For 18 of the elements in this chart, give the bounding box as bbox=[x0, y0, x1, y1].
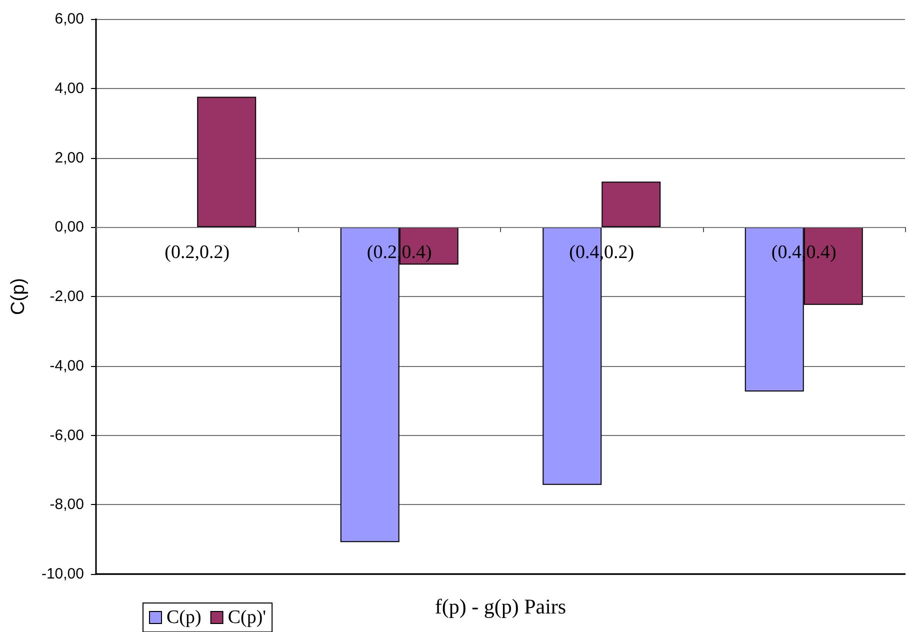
legend-label: C(p) bbox=[166, 607, 202, 628]
x-tick-label: (0.4,0.4) bbox=[771, 242, 836, 264]
y-tick-label: -10,00 bbox=[41, 566, 84, 582]
x-tick-label: (0.2,0.2) bbox=[164, 242, 230, 264]
x-tick-label: (0.2,0.4) bbox=[366, 242, 432, 264]
y-tick-label: -8,00 bbox=[50, 496, 84, 514]
bar bbox=[602, 182, 661, 228]
x-axis-title: f(p) - g(p) Pairs bbox=[434, 594, 566, 618]
y-tick-label: 4,00 bbox=[54, 80, 84, 97]
y-tick-label: -6,00 bbox=[50, 426, 84, 444]
y-axis-title: C(p) bbox=[8, 278, 29, 315]
y-tick-label: 0,00 bbox=[54, 218, 84, 236]
bar bbox=[197, 96, 256, 228]
y-tick-label: 2,00 bbox=[54, 149, 84, 166]
legend-label: C(p)' bbox=[228, 607, 266, 628]
y-tick-label: -4,00 bbox=[50, 357, 84, 374]
y-tick-label: 6,00 bbox=[54, 10, 84, 28]
y-tick-label: -2,00 bbox=[50, 288, 84, 305]
